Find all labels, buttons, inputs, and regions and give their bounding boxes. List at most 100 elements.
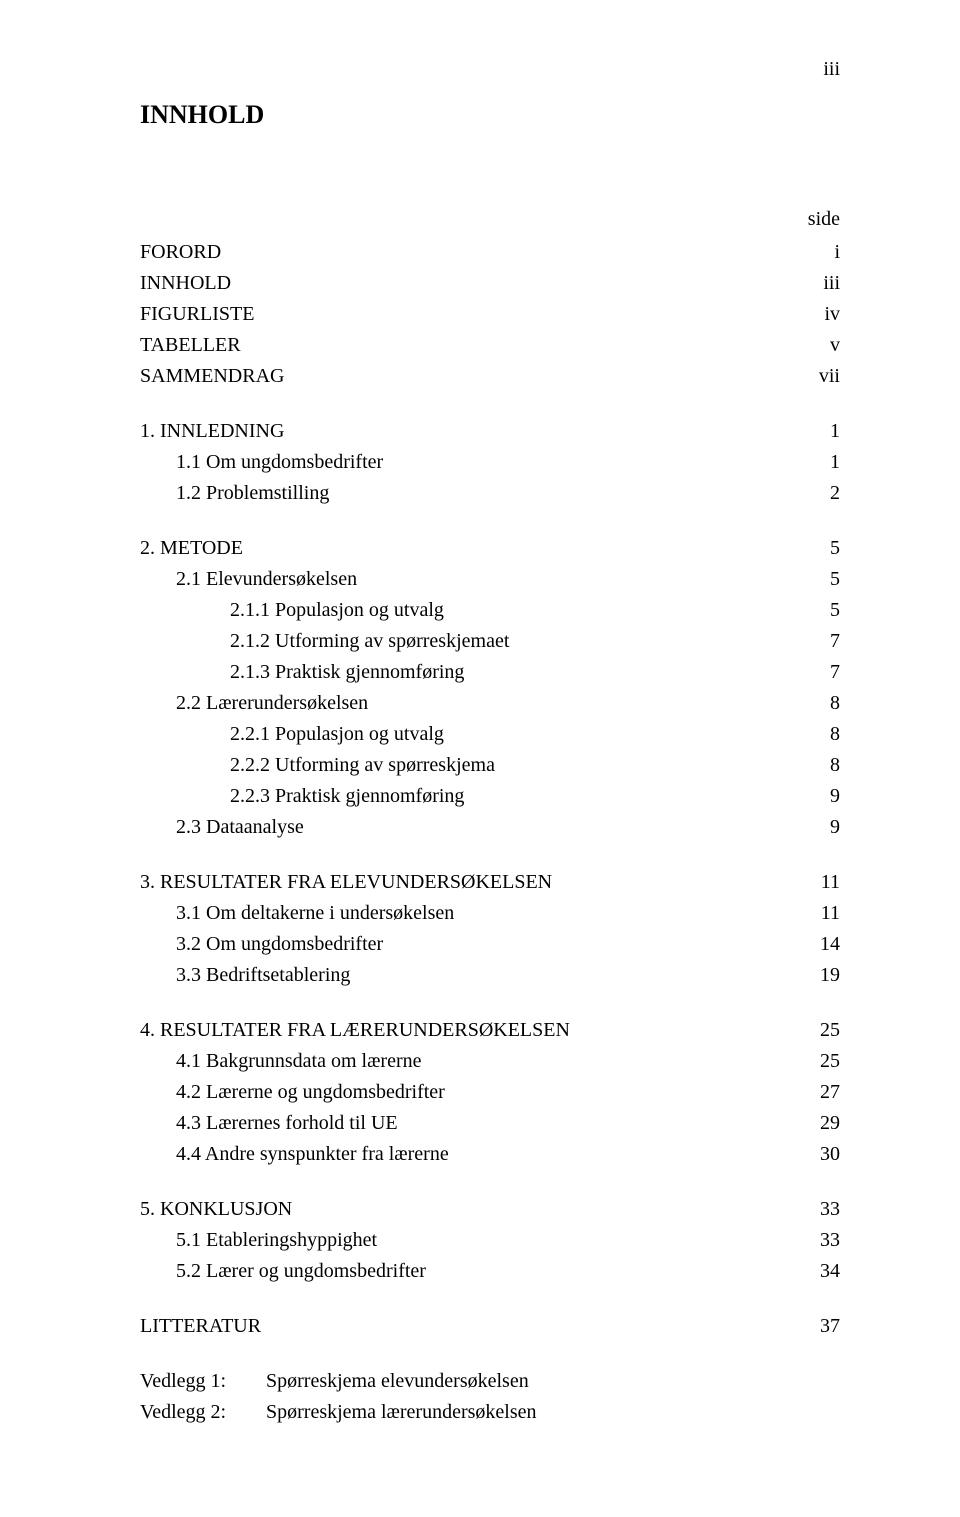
toc-row-page: 25	[792, 1046, 840, 1077]
toc-row: 3.2 Om ungdomsbedrifter14	[140, 929, 840, 960]
toc-row-label: 2.2.3 Praktisk gjennomføring	[230, 781, 792, 812]
toc-row-page: 5	[792, 595, 840, 626]
toc-row: 1.2 Problemstilling2	[140, 478, 840, 509]
toc-row-label: TABELLER	[140, 330, 792, 361]
toc-row: TABELLERv	[140, 330, 840, 361]
toc-row-page: 1	[792, 447, 840, 478]
toc-row: 2.2 Lærerundersøkelsen8	[140, 688, 840, 719]
toc-row: 2.2.3 Praktisk gjennomføring9	[140, 781, 840, 812]
toc-row-page: 7	[792, 626, 840, 657]
toc-row-page: 7	[792, 657, 840, 688]
toc-row: SAMMENDRAGvii	[140, 361, 840, 392]
back-matter-list: LITTERATUR37	[140, 1311, 840, 1342]
toc-row: 4.3 Lærernes forhold til UE29	[140, 1108, 840, 1139]
toc-section: 1. INNLEDNING11.1 Om ungdomsbedrifter11.…	[140, 416, 840, 509]
toc-row-label: INNHOLD	[140, 268, 792, 299]
toc-row: 2.1.2 Utforming av spørreskjemaet7	[140, 626, 840, 657]
toc-row: 2.1.3 Praktisk gjennomføring7	[140, 657, 840, 688]
toc-row-label: FORORD	[140, 237, 792, 268]
page-number-roman: iii	[823, 58, 840, 81]
toc-row-label: 3.1 Om deltakerne i undersøkelsen	[176, 898, 792, 929]
appendix-row: Vedlegg 1:Spørreskjema elevundersøkelsen	[140, 1366, 840, 1397]
toc-row: 4.1 Bakgrunnsdata om lærerne25	[140, 1046, 840, 1077]
toc-row: 4.4 Andre synspunkter fra lærerne30	[140, 1139, 840, 1170]
toc-row: 5.2 Lærer og ungdomsbedrifter34	[140, 1256, 840, 1287]
toc-section: 2. METODE52.1 Elevundersøkelsen52.1.1 Po…	[140, 533, 840, 843]
toc-row-label: 1.1 Om ungdomsbedrifter	[176, 447, 792, 478]
toc-row-label: 5.1 Etableringshyppighet	[176, 1225, 792, 1256]
toc-row: FIGURLISTEiv	[140, 299, 840, 330]
toc-row-page: 11	[792, 867, 840, 898]
toc-row-page: 8	[792, 750, 840, 781]
toc-row-label: 3.2 Om ungdomsbedrifter	[176, 929, 792, 960]
toc-section: 3. RESULTATER FRA ELEVUNDERSØKELSEN113.1…	[140, 867, 840, 991]
toc-row-label: 2.2.2 Utforming av spørreskjema	[230, 750, 792, 781]
side-heading: side	[140, 208, 840, 231]
toc-row-label: 2.2.1 Populasjon og utvalg	[230, 719, 792, 750]
toc-row-page: 1	[792, 416, 840, 447]
toc-row-label: 4.2 Lærerne og ungdomsbedrifter	[176, 1077, 792, 1108]
toc-row-page: 27	[792, 1077, 840, 1108]
toc-row-label: 3. RESULTATER FRA ELEVUNDERSØKELSEN	[140, 867, 792, 898]
toc-row: 4. RESULTATER FRA LÆRERUNDERSØKELSEN25	[140, 1015, 840, 1046]
toc-row-page: i	[792, 237, 840, 268]
toc-row-label: 2.2 Lærerundersøkelsen	[176, 688, 792, 719]
toc-section: 5. KONKLUSJON335.1 Etableringshyppighet3…	[140, 1194, 840, 1287]
toc-row-label: 1.2 Problemstilling	[176, 478, 792, 509]
toc-row-label: 4. RESULTATER FRA LÆRERUNDERSØKELSEN	[140, 1015, 792, 1046]
appendix-prefix: Vedlegg 1:	[140, 1366, 266, 1397]
toc-row-page: 30	[792, 1139, 840, 1170]
toc-row-label: 2.1.2 Utforming av spørreskjemaet	[230, 626, 792, 657]
toc-row-page: 33	[792, 1194, 840, 1225]
toc-row-page: 5	[792, 533, 840, 564]
toc-row-page: 34	[792, 1256, 840, 1287]
toc-row: 5.1 Etableringshyppighet33	[140, 1225, 840, 1256]
toc-row-label: 4.1 Bakgrunnsdata om lærerne	[176, 1046, 792, 1077]
toc-row: 2.2.1 Populasjon og utvalg8	[140, 719, 840, 750]
toc-row-page: 11	[792, 898, 840, 929]
appendices-list: Vedlegg 1:Spørreskjema elevundersøkelsen…	[140, 1366, 840, 1428]
toc-row-page: 25	[792, 1015, 840, 1046]
toc-row-page: 9	[792, 781, 840, 812]
toc-row-label: 3.3 Bedriftsetablering	[176, 960, 792, 991]
toc-row-label: 2.1.3 Praktisk gjennomføring	[230, 657, 792, 688]
toc-row-page: vii	[792, 361, 840, 392]
appendix-prefix: Vedlegg 2:	[140, 1397, 266, 1428]
toc-row: 5. KONKLUSJON33	[140, 1194, 840, 1225]
toc-row-page: 33	[792, 1225, 840, 1256]
toc-row-page: 8	[792, 688, 840, 719]
toc-row-page: 9	[792, 812, 840, 843]
toc-row: 3. RESULTATER FRA ELEVUNDERSØKELSEN11	[140, 867, 840, 898]
toc-row-page: 5	[792, 564, 840, 595]
toc-row: 1. INNLEDNING1	[140, 416, 840, 447]
toc-sections: 1. INNLEDNING11.1 Om ungdomsbedrifter11.…	[140, 416, 840, 1287]
toc-row: 3.3 Bedriftsetablering19	[140, 960, 840, 991]
toc-row: 1.1 Om ungdomsbedrifter1	[140, 447, 840, 478]
toc-row-page: 37	[792, 1311, 840, 1342]
toc-row-label: LITTERATUR	[140, 1311, 792, 1342]
toc-row-page: 14	[792, 929, 840, 960]
toc-row-label: 4.4 Andre synspunkter fra lærerne	[176, 1139, 792, 1170]
toc-row-page: 29	[792, 1108, 840, 1139]
toc-row-label: 1. INNLEDNING	[140, 416, 792, 447]
toc-row-label: 2.1 Elevundersøkelsen	[176, 564, 792, 595]
toc-row-label: 5.2 Lærer og ungdomsbedrifter	[176, 1256, 792, 1287]
toc-row: 2.3 Dataanalyse9	[140, 812, 840, 843]
toc-row: LITTERATUR37	[140, 1311, 840, 1342]
toc-row-page: iii	[792, 268, 840, 299]
toc-row: 2. METODE5	[140, 533, 840, 564]
toc-title: INNHOLD	[140, 100, 840, 130]
toc-row-page: iv	[792, 299, 840, 330]
toc-section: 4. RESULTATER FRA LÆRERUNDERSØKELSEN254.…	[140, 1015, 840, 1170]
toc-row: 2.1 Elevundersøkelsen5	[140, 564, 840, 595]
toc-row-label: FIGURLISTE	[140, 299, 792, 330]
toc-row: 2.1.1 Populasjon og utvalg5	[140, 595, 840, 626]
toc-row-page: v	[792, 330, 840, 361]
toc-row-label: 4.3 Lærernes forhold til UE	[176, 1108, 792, 1139]
toc-row: 4.2 Lærerne og ungdomsbedrifter27	[140, 1077, 840, 1108]
toc-row-label: 2.1.1 Populasjon og utvalg	[230, 595, 792, 626]
appendix-row: Vedlegg 2:Spørreskjema lærerundersøkelse…	[140, 1397, 840, 1428]
toc-row-page: 2	[792, 478, 840, 509]
appendix-label: Spørreskjema lærerundersøkelsen	[266, 1397, 536, 1428]
toc-row-label: 2.3 Dataanalyse	[176, 812, 792, 843]
